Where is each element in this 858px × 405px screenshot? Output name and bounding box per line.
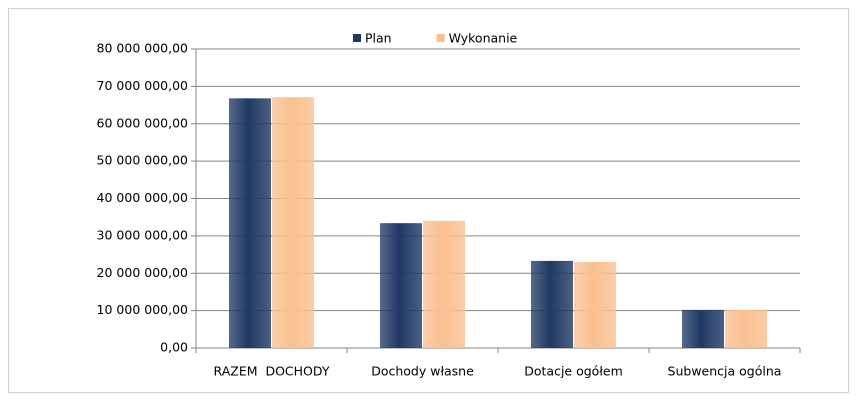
bar [725, 309, 767, 348]
bar [574, 262, 616, 348]
legend-swatch [353, 34, 361, 42]
y-tick-label: 40 000 000,00 [97, 190, 188, 205]
bar [682, 309, 724, 348]
bar [423, 220, 465, 348]
y-tick-label: 30 000 000,00 [97, 227, 188, 242]
y-tick-label: 20 000 000,00 [97, 265, 188, 280]
bar [229, 98, 271, 349]
x-tick-label: RAZEM DOCHODY [214, 364, 330, 379]
y-tick-label: 50 000 000,00 [97, 153, 188, 168]
bar [531, 260, 573, 348]
legend-label: Plan [365, 31, 392, 46]
y-tick-label: 60 000 000,00 [97, 115, 188, 130]
y-tick-label: 80 000 000,00 [97, 41, 188, 56]
x-tick-label: Subwencja ogólna [668, 364, 782, 379]
y-tick-label: 10 000 000,00 [97, 302, 188, 317]
y-tick-label: 0,00 [160, 340, 188, 355]
x-tick-label: Dotacje ogółem [524, 364, 623, 379]
x-tick-label: Dochody własne [371, 364, 474, 379]
bar [272, 97, 314, 349]
legend-label: Wykonanie [449, 31, 518, 46]
bar [380, 223, 422, 348]
y-tick-label: 70 000 000,00 [97, 78, 188, 93]
legend-swatch [436, 34, 445, 42]
